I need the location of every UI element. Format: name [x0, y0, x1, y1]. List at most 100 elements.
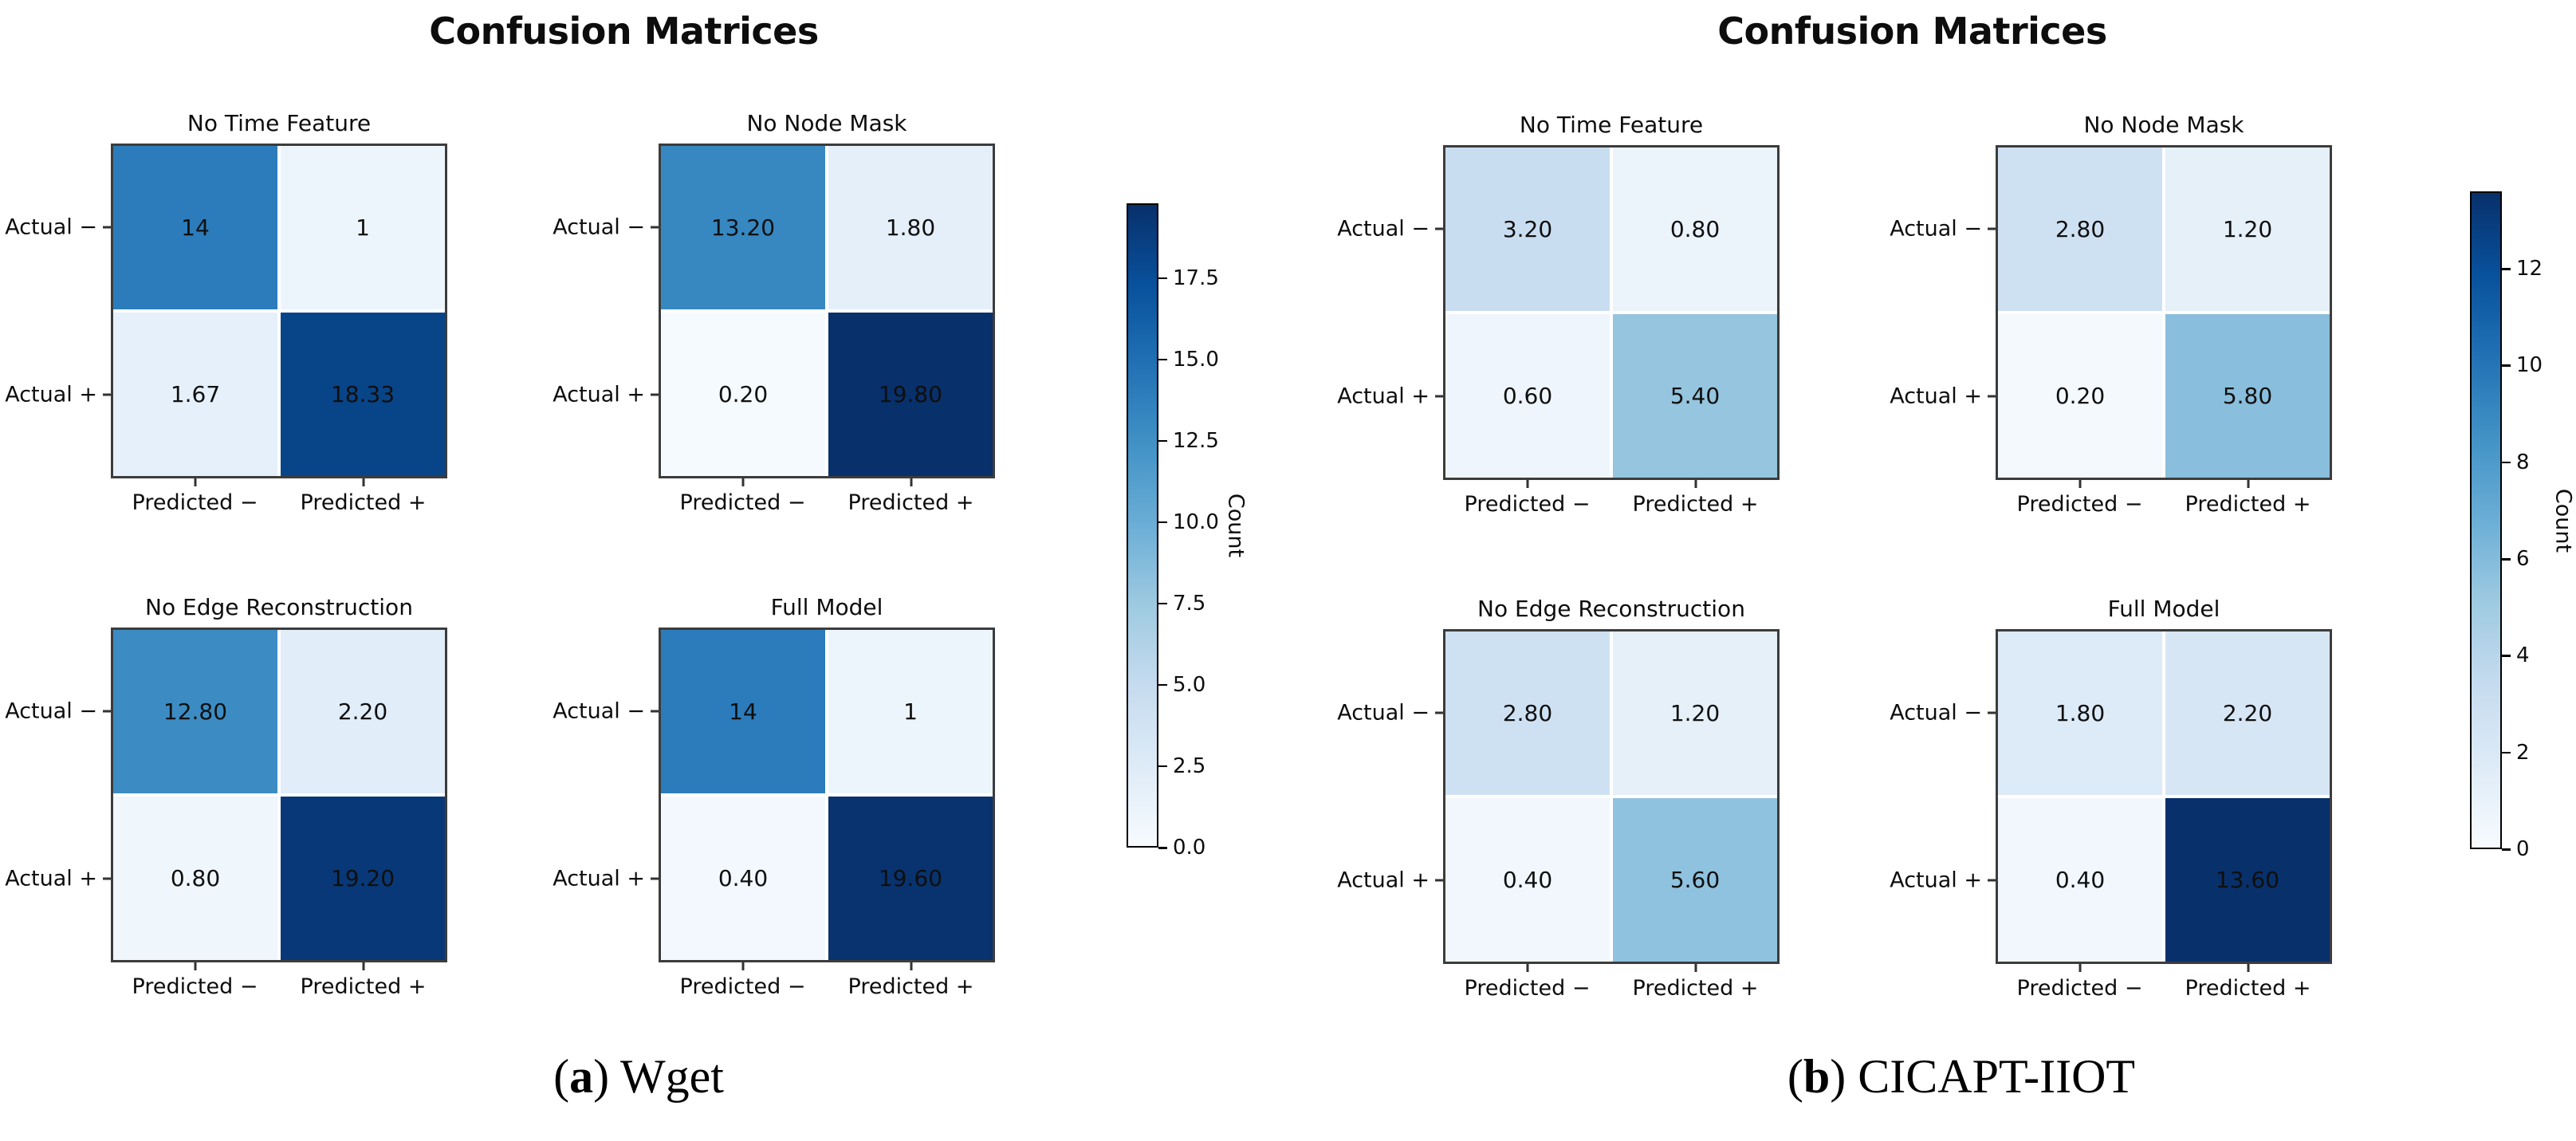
colorbar-tick-label: 2.5	[1173, 753, 1206, 778]
y-tick-label: Actual −	[553, 698, 645, 724]
x-tick-label: Predicted +	[300, 490, 427, 515]
y-tick-label: Actual +	[1337, 868, 1430, 893]
x-tick-label: Predicted +	[848, 974, 974, 999]
matrix-cell: 3.20	[1445, 148, 1610, 311]
x-tick-label: Predicted +	[2185, 976, 2311, 1001]
colorbar-tick-label: 2	[2516, 740, 2530, 765]
confusion-matrix-no-time-feature: No Time Feature 14 1 1.67 18.33 Actual −…	[5, 110, 447, 515]
colorbar-tick	[1158, 683, 1167, 687]
y-tick-label: Actual −	[1337, 216, 1430, 242]
confusion-matrix-full-model: Full Model 1.80 2.20 0.40 13.60 Actual −…	[1890, 596, 2332, 1001]
x-axis-tick	[2247, 480, 2249, 488]
colorbar-tick	[2502, 461, 2511, 464]
matrix-plot-area: 2.80 1.20 0.40 5.60	[1443, 629, 1780, 964]
y-tick-label: Actual −	[1890, 700, 1982, 726]
y-tick-label: Actual +	[553, 382, 645, 407]
x-tick-label: Predicted +	[2185, 492, 2311, 517]
x-axis-tick	[910, 478, 912, 486]
colorbar-tick	[2502, 848, 2511, 851]
colorbar-axis-label: Count	[1223, 493, 1249, 558]
matrix-cell: 0.80	[1613, 148, 1777, 311]
subplot-title: No Edge Reconstruction	[1477, 596, 1745, 622]
x-axis-tick	[1526, 480, 1528, 488]
x-tick-label: Predicted −	[132, 490, 258, 515]
matrix-plot-area: 14 1 1.67 18.33	[111, 144, 447, 478]
subfigure-caption-a: (a) Wget	[553, 1049, 724, 1104]
x-tick-label: Predicted −	[2016, 492, 2143, 517]
x-tick-label: Predicted −	[679, 490, 806, 515]
x-axis-tick	[910, 962, 912, 970]
y-tick-label: Actual +	[1337, 384, 1430, 409]
matrix-cell: 12.80	[113, 630, 277, 793]
caption-paren: (	[553, 1050, 570, 1103]
confusion-matrix-no-edge-reconstruction: No Edge Reconstruction 12.80 2.20 0.80 1…	[5, 594, 447, 999]
colorbar-tick-label: 5.0	[1173, 672, 1206, 697]
colorbar: Count 0.0 2.5 5.0 7.5 10.0 12.5 15.0 17.5	[1127, 203, 1249, 860]
caption-text: CICAPT-IIOT	[1858, 1050, 2136, 1103]
colorbar-tick-label: 12	[2516, 257, 2543, 281]
y-tick-label: Actual +	[1890, 868, 1982, 893]
x-axis-tick	[194, 478, 196, 486]
matrix-cell: 1	[281, 146, 445, 309]
matrix-cell: 1.20	[1613, 631, 1777, 795]
matrix-cell: 1.20	[2165, 148, 2330, 311]
colorbar-tick-label: 8	[2516, 450, 2530, 474]
matrix-cell: 0.20	[1998, 314, 2162, 478]
subfigure-caption-b: (b) CICAPT-IIOT	[1787, 1049, 2135, 1104]
matrix-plot-area: 12.80 2.20 0.80 19.20	[111, 628, 447, 962]
x-axis-tick	[741, 962, 744, 970]
colorbar-tick	[1158, 521, 1167, 524]
matrix-cell: 0.40	[1998, 798, 2162, 962]
y-tick-label: Actual +	[5, 382, 97, 407]
colorbar-tick-label: 7.5	[1173, 591, 1206, 616]
colorbar-tick	[2502, 364, 2511, 367]
colorbar-tick-label: 17.5	[1173, 266, 1219, 290]
y-axis-tick	[1435, 879, 1443, 882]
figure-panel-wget: Confusion Matrices No Time Feature 14 1 …	[5, 10, 1249, 999]
y-axis-tick	[651, 877, 659, 880]
matrix-cell: 18.33	[281, 313, 445, 476]
confusion-matrix-no-node-mask: No Node Mask 13.20 1.80 0.20 19.80 Actua…	[553, 110, 995, 515]
colorbar-tick-label: 12.5	[1173, 428, 1219, 453]
x-axis-tick	[1694, 964, 1697, 972]
matrix-cell: 2.20	[281, 630, 445, 793]
x-tick-label: Predicted +	[1632, 492, 1759, 517]
figure-panel-cicapt-iiot: Confusion Matrices No Time Feature 3.20 …	[1288, 0, 2576, 1141]
caption-text: Wget	[619, 1050, 724, 1103]
matrix-cell: 1.80	[828, 146, 993, 309]
subplot-title: Full Model	[2107, 596, 2220, 622]
matrix-plot-area: 13.20 1.80 0.20 19.80	[659, 144, 995, 478]
colorbar-tick	[1158, 277, 1167, 280]
x-axis-tick	[362, 962, 364, 970]
colorbar-tick-label: 10	[2516, 353, 2543, 378]
confusion-matrix-no-time-feature: No Time Feature 3.20 0.80 0.60 5.40 Actu…	[1337, 112, 1780, 517]
x-axis-tick	[741, 478, 744, 486]
x-axis-tick	[1694, 480, 1697, 488]
colorbar-gradient	[1127, 203, 1158, 848]
colorbar-axis-label: Count	[2550, 488, 2576, 553]
colorbar: Count 0 2 4 6 8 10 12	[2470, 191, 2576, 861]
matrix-plot-area: 14 1 0.40 19.60	[659, 628, 995, 962]
subplot-title: No Node Mask	[746, 110, 907, 136]
confusion-matrix-no-edge-reconstruction: No Edge Reconstruction 2.80 1.20 0.40 5.…	[1337, 596, 1780, 1001]
matrix-cell: 1.67	[113, 313, 277, 476]
matrix-cell: 5.80	[2165, 314, 2330, 478]
y-axis-tick	[651, 226, 659, 229]
subplot-title: No Edge Reconstruction	[145, 594, 413, 620]
y-tick-label: Actual −	[5, 698, 97, 724]
figure-title: Confusion Matrices	[429, 10, 819, 53]
colorbar-tick	[1158, 439, 1167, 443]
x-axis-tick	[362, 478, 364, 486]
matrix-cell: 0.40	[1445, 798, 1610, 962]
colorbar-tick	[2502, 558, 2511, 561]
y-axis-tick	[1988, 227, 1996, 230]
matrix-cell: 1.80	[1998, 631, 2162, 795]
matrix-cell: 5.40	[1613, 314, 1777, 478]
colorbar-tick-label: 6	[2516, 547, 2530, 572]
colorbar-tick	[1158, 602, 1167, 605]
x-tick-label: Predicted +	[1632, 976, 1759, 1001]
matrix-cell: 0.60	[1445, 314, 1610, 478]
x-tick-label: Predicted +	[300, 974, 427, 999]
x-axis-tick	[2078, 964, 2081, 972]
y-tick-label: Actual +	[1890, 384, 1982, 409]
